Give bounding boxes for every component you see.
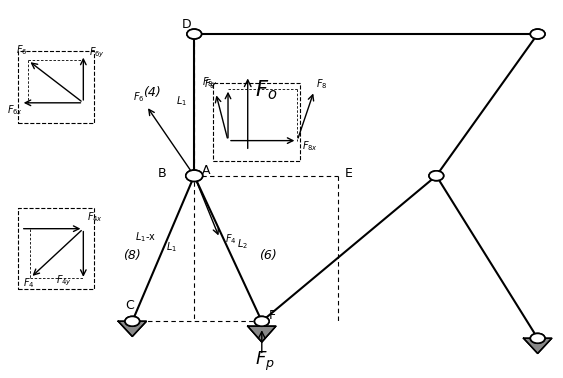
Polygon shape <box>248 326 276 342</box>
Text: $F_{4y}$: $F_{4y}$ <box>56 274 72 288</box>
Polygon shape <box>118 321 146 336</box>
Text: $F_6$: $F_6$ <box>133 90 145 104</box>
Text: B: B <box>157 167 166 180</box>
Text: E: E <box>345 167 353 180</box>
Text: (8): (8) <box>123 249 141 262</box>
Circle shape <box>530 29 545 39</box>
Text: F: F <box>269 309 275 322</box>
Circle shape <box>187 29 202 39</box>
Polygon shape <box>248 326 276 342</box>
Bar <box>18 51 94 123</box>
Text: $F_{4x}$: $F_{4x}$ <box>87 211 102 224</box>
Text: $L_1$-x: $L_1$-x <box>135 230 156 244</box>
Text: $L_2$: $L_2$ <box>236 238 248 251</box>
Circle shape <box>530 333 545 343</box>
Text: $F_8$: $F_8$ <box>316 77 327 91</box>
Polygon shape <box>118 321 146 336</box>
Circle shape <box>429 171 444 181</box>
Circle shape <box>187 29 202 39</box>
Bar <box>213 83 300 161</box>
Text: A: A <box>202 164 211 177</box>
Text: $F_{6y}$: $F_{6y}$ <box>90 45 105 60</box>
Circle shape <box>254 316 269 326</box>
Text: $F_p$: $F_p$ <box>254 350 275 373</box>
Text: C: C <box>125 299 134 312</box>
Circle shape <box>186 170 203 181</box>
Text: $F_{6x}$: $F_{6x}$ <box>7 104 23 117</box>
Bar <box>18 208 94 289</box>
Polygon shape <box>524 338 552 353</box>
Text: $F_4$: $F_4$ <box>225 232 236 246</box>
Circle shape <box>429 171 444 181</box>
Circle shape <box>125 316 140 326</box>
Circle shape <box>254 316 269 326</box>
Text: $F_8$: $F_8$ <box>204 77 216 91</box>
Text: $F_{8y}$: $F_{8y}$ <box>202 76 218 90</box>
Text: (4): (4) <box>143 87 161 99</box>
Circle shape <box>530 29 545 39</box>
Text: D: D <box>182 18 192 31</box>
Circle shape <box>530 333 545 343</box>
Circle shape <box>125 316 140 326</box>
Circle shape <box>186 170 203 181</box>
Text: (6): (6) <box>258 249 276 262</box>
Text: $L_1$: $L_1$ <box>176 94 187 108</box>
Text: $F_6$: $F_6$ <box>16 44 27 57</box>
Text: $L_1$: $L_1$ <box>166 240 177 254</box>
Text: $F_{8x}$: $F_{8x}$ <box>302 139 318 153</box>
Polygon shape <box>524 338 552 353</box>
Text: $F_o$: $F_o$ <box>254 78 277 102</box>
Text: $F_4$: $F_4$ <box>24 276 35 290</box>
